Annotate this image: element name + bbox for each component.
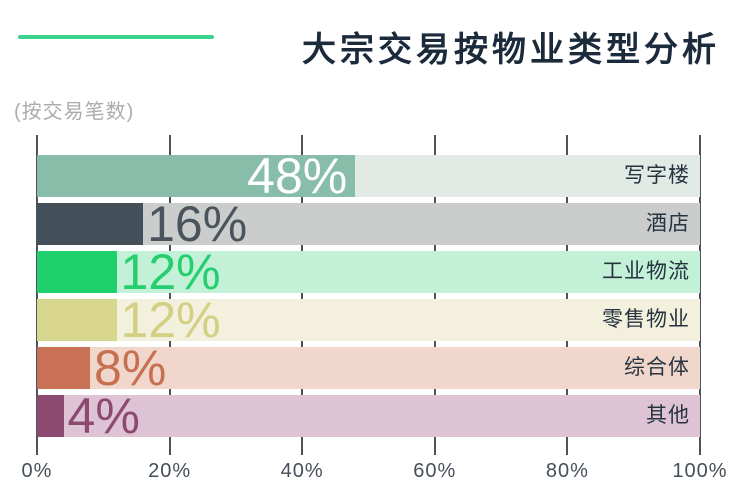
title-accent-line	[18, 35, 214, 39]
bar-row: 12% 零售物业	[37, 295, 700, 345]
bar-row: 12% 工业物流	[37, 247, 700, 297]
bar-value-label: 48%	[247, 148, 348, 204]
x-axis-tick-label: 100%	[672, 460, 728, 482]
bar-fill	[37, 203, 144, 245]
bar-fill	[37, 155, 356, 197]
x-axis-tick-label: 20%	[148, 460, 192, 482]
gridline-60	[433, 135, 436, 455]
bar-category-label: 零售物业	[602, 308, 690, 331]
bar-value-label: 8%	[94, 340, 167, 396]
bar-fill	[37, 299, 117, 341]
x-axis-tick-label: 60%	[413, 460, 457, 482]
bar-track: 48% 写字楼	[37, 151, 700, 201]
bar-value-label: 12%	[120, 244, 221, 300]
bar-value-label: 4%	[67, 388, 140, 444]
bar-track: 12% 零售物业	[37, 295, 700, 345]
bar-category-label: 综合体	[624, 356, 690, 379]
bar-category-label: 写字楼	[624, 164, 690, 187]
gridline-20	[168, 135, 171, 455]
bar-category-label: 其他	[646, 404, 690, 427]
gridline-0	[36, 135, 38, 455]
chart-title: 大宗交易按物业类型分析	[302, 31, 720, 69]
chart-subtitle: (按交易笔数)	[14, 101, 135, 123]
bar-row: 16% 酒店	[37, 199, 700, 249]
bar-value-label: 16%	[147, 196, 248, 252]
x-axis-tick-label: 0%	[21, 460, 53, 482]
bars-container: 48% 写字楼 16% 酒店 12% 工业物流 12% 零售物业 8% 综合体 4% 其他	[37, 151, 700, 443]
bar-category-label: 工业物流	[602, 260, 690, 283]
bar-fill	[37, 347, 91, 389]
gridline-80	[566, 135, 569, 455]
bar-value-label: 12%	[120, 292, 221, 348]
bar-track: 16% 酒店	[37, 199, 700, 249]
bar-track: 12% 工业物流	[37, 247, 700, 297]
gridline-100	[699, 135, 701, 455]
bar-fill	[37, 395, 64, 437]
bar-row: 8% 综合体	[37, 343, 700, 393]
plot-area: 48% 写字楼 16% 酒店 12% 工业物流 12% 零售物业 8% 综合体 4% 其他 0% 20%…	[22, 135, 727, 482]
bar-category-label: 酒店	[646, 212, 690, 235]
bar-row: 48% 写字楼	[37, 151, 700, 201]
x-axis-tick-label: 80%	[545, 460, 589, 482]
gridline-40	[301, 135, 304, 455]
bar-row: 4% 其他	[37, 391, 700, 441]
x-axis-tick-label: 40%	[280, 460, 324, 482]
bar-fill	[37, 251, 117, 293]
bar-track: 4% 其他	[37, 391, 700, 441]
bar-track: 8% 综合体	[37, 343, 700, 393]
